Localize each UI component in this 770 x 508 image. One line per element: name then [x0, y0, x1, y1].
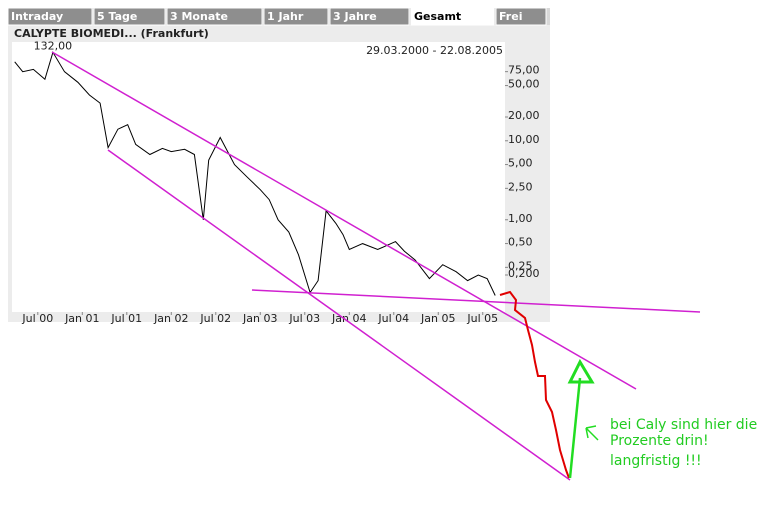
chart-title: CALYPTE BIOMEDI... (Frankfurt) — [14, 27, 209, 40]
trend-line — [107, 149, 571, 481]
tab-label[interactable]: Frei — [499, 10, 522, 23]
x-tick-label: Jan 01 — [64, 312, 99, 325]
x-tick-label: Jul 02 — [199, 312, 231, 325]
x-tick-label: Jul 00 — [21, 312, 53, 325]
x-tick-label: Jul 05 — [466, 312, 498, 325]
tab-label[interactable]: 5 Tage — [97, 10, 137, 23]
chart-subtitle: 29.03.2000 - 22.08.2005 — [366, 44, 503, 57]
tab[interactable] — [7, 7, 93, 26]
trend-line — [251, 289, 701, 313]
annotation-text: Prozente drin! — [610, 433, 709, 449]
y-tick-label: 1,00 — [508, 212, 533, 225]
x-tick-label: Jan 03 — [242, 312, 277, 325]
tab-label[interactable]: 1 Jahr — [267, 10, 304, 23]
annotation-text: langfristig !!! — [610, 453, 702, 469]
tab-label[interactable]: Intraday — [11, 10, 63, 23]
tab-label[interactable]: 3 Monate — [170, 10, 228, 23]
y-tick-label: 0,50 — [508, 236, 533, 249]
y-tick-label: 0,25 — [508, 259, 533, 272]
annotation-text: bei Caly sind hier die — [610, 417, 757, 433]
trend-line — [51, 51, 637, 390]
x-tick-label: Jul 03 — [288, 312, 320, 325]
pointer — [585, 425, 599, 441]
y-tick-label: 20,00 — [508, 109, 540, 122]
y-tick-label: 5,00 — [508, 157, 533, 170]
tab-label[interactable]: Gesamt — [414, 10, 461, 23]
tab[interactable] — [166, 7, 263, 26]
y-tick-label: 50,00 — [508, 78, 540, 91]
price-line — [14, 51, 496, 296]
y-tick-label: 75,00 — [508, 64, 540, 77]
y-tick-label: 10,00 — [508, 133, 540, 146]
tab[interactable] — [410, 7, 495, 26]
x-tick-label: Jul 01 — [110, 312, 142, 325]
tab[interactable] — [495, 7, 547, 26]
tab-label[interactable]: 3 Jahre — [333, 10, 377, 23]
x-tick-label: Jul 04 — [377, 312, 409, 325]
arrow-head — [567, 358, 595, 384]
y-tick-label: 0,200 — [508, 267, 540, 280]
tab[interactable] — [329, 7, 410, 26]
tab[interactable] — [263, 7, 329, 26]
x-tick-label: Jan 05 — [420, 312, 455, 325]
tab[interactable] — [93, 7, 166, 26]
arrow-shaft — [568, 377, 582, 479]
high-label: 132,00 — [34, 39, 73, 52]
annotations — [51, 51, 701, 481]
projection — [499, 290, 570, 479]
y-tick-label: 2,50 — [508, 180, 533, 193]
x-tick-label: Jan 02 — [153, 312, 188, 325]
plot-area — [12, 42, 505, 312]
